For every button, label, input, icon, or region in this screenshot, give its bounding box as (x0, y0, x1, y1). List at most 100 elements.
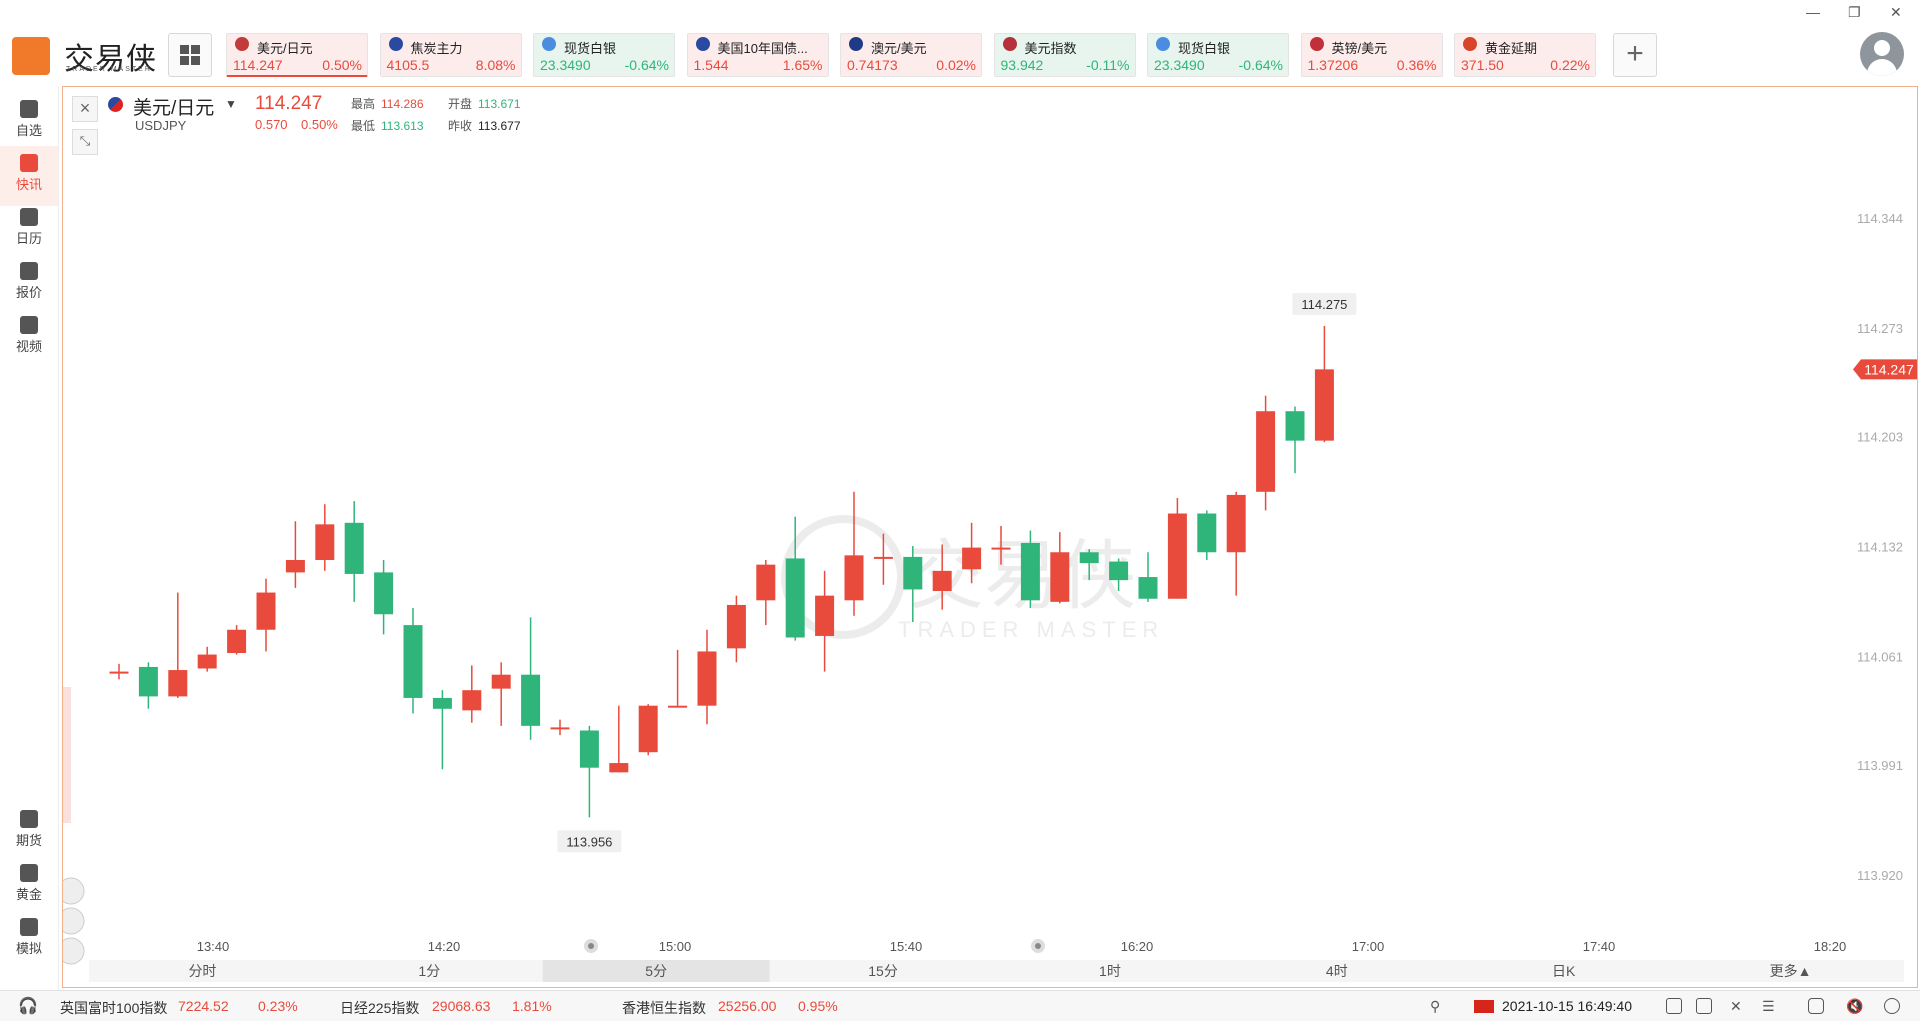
timeframe-4[interactable]: 1时 (1099, 963, 1121, 979)
quote-tab-pct: 0.36% (1396, 57, 1437, 73)
chart-layout-icon[interactable] (1666, 998, 1682, 1014)
index-ftse-pct: 0.23% (258, 998, 298, 1014)
news-icon (20, 154, 38, 172)
candle-body (227, 629, 247, 653)
x-tick-label: 17:40 (1583, 939, 1616, 954)
sidebar-item-simulate[interactable]: 模拟 (0, 910, 58, 970)
timeframe-1[interactable]: 1分 (418, 963, 440, 979)
sidebar-item-news[interactable]: 快讯 (0, 146, 58, 206)
sidebar-item-label: 视频 (15, 339, 42, 354)
index-hsi-name[interactable]: 香港恒生指数 (622, 1000, 706, 1016)
simulate-icon (20, 918, 38, 936)
candle-body (256, 592, 276, 630)
candle-body (1226, 494, 1246, 553)
tools-icon[interactable]: ✕ (1730, 998, 1742, 1014)
quote-tab[interactable]: 美元指数 93.942 -0.11% (993, 33, 1136, 77)
max-price-label: 114.275 (1301, 297, 1347, 312)
quote-tab-price: 114.247 (233, 57, 283, 73)
market-icon (1002, 37, 1017, 51)
headset-icon[interactable]: 🎧 (18, 998, 38, 1015)
candle-body (1109, 561, 1129, 581)
sidebar-item-video[interactable]: 视频 (0, 308, 58, 368)
y-tick-label: 113.991 (1857, 758, 1903, 773)
symbol-change-pct: 0.50% (301, 117, 338, 132)
x-tick-label: 15:40 (890, 939, 923, 954)
collapse-icon[interactable]: ⤡ (72, 129, 98, 155)
candle-body (726, 604, 746, 649)
sidebar-item-futures[interactable]: 期货 (0, 802, 58, 862)
candle-body (109, 671, 129, 674)
candle-body (815, 595, 835, 636)
network-icon[interactable]: ⚲ (1430, 998, 1441, 1014)
index-ftse-name[interactable]: 英国富时100指数 (60, 1000, 168, 1016)
window-icon[interactable] (1696, 998, 1712, 1014)
quote-tab-name: 现货白银 (1178, 41, 1231, 56)
quote-tab[interactable]: 黄金延期 371.50 0.22% (1454, 33, 1596, 77)
index-nikkei-pct: 1.81% (512, 998, 552, 1014)
timeframe-0[interactable]: 分时 (188, 963, 216, 979)
quote-tab-pct: 0.02% (936, 57, 976, 73)
settings-icon[interactable] (1884, 998, 1900, 1014)
add-tab-button[interactable]: + (1613, 33, 1657, 77)
sidebar-item-label: 期货 (15, 833, 42, 848)
candle-body (844, 555, 864, 601)
candle-body (1138, 577, 1158, 599)
timeframe-7[interactable]: 更多▲ (1770, 963, 1812, 979)
quote-tab-name: 黄金延期 (1485, 41, 1538, 56)
candle-body (197, 654, 217, 669)
x-tick-label: 13:40 (197, 939, 230, 954)
candle-body (1285, 411, 1305, 441)
draw-pen-icon[interactable] (63, 907, 85, 935)
user-avatar[interactable] (1860, 32, 1904, 76)
quote-tab[interactable]: 现货白银 23.3490 -0.64% (1147, 33, 1289, 77)
quote-tab-pct: -0.11% (1086, 57, 1130, 73)
sidebar-item-label: 自选 (15, 123, 42, 138)
timeframe-3[interactable]: 15分 (868, 963, 898, 979)
timeframe-5[interactable]: 4时 (1326, 963, 1348, 979)
sidebar-item-quotes[interactable]: 报价 (0, 254, 58, 314)
market-icon (1156, 37, 1170, 51)
candle-body (1020, 542, 1040, 601)
quote-tab[interactable]: 现货白银 23.3490 -0.64% (533, 33, 675, 77)
quote-tab-pct: -0.64% (624, 57, 669, 73)
menu-icon[interactable]: ☰ (1762, 998, 1775, 1014)
current-price-tag: 114.247 (1864, 361, 1914, 377)
indicator-icon[interactable] (63, 937, 85, 965)
quote-tab-price: 1.544 (693, 57, 729, 73)
close-chart-icon[interactable]: × (72, 96, 98, 122)
calendar-icon (20, 208, 38, 226)
quote-tab[interactable]: 美元/日元 114.247 0.50% (226, 33, 368, 77)
mute-icon[interactable]: 🔇 (1846, 998, 1864, 1014)
watermark-logo-icon (781, 515, 905, 639)
market-icon (849, 37, 863, 51)
quote-tab[interactable]: 澳元/美元 0.74173 0.02% (840, 33, 982, 77)
restore-icon[interactable]: ❐ (1848, 4, 1861, 20)
sidebar-item-gold[interactable]: 黄金 (0, 856, 58, 916)
candle-body (1197, 513, 1217, 553)
close-window-icon[interactable]: ✕ (1890, 4, 1902, 20)
x-tick-label: 15:00 (659, 939, 692, 954)
quote-tab[interactable]: 焦炭主力 4105.5 8.08% (379, 33, 522, 77)
timeframe-2[interactable]: 5分 (645, 963, 667, 979)
candle-body (903, 556, 923, 590)
candle-type-icon[interactable] (63, 877, 85, 905)
candle-body (873, 556, 893, 559)
sidebar-item-calendar[interactable]: 日历 (0, 200, 58, 260)
market-icon (1463, 37, 1477, 51)
symbol-dropdown-icon[interactable]: ▼ (225, 97, 237, 111)
quote-tab[interactable]: 英镑/美元 1.37206 0.36% (1300, 33, 1443, 77)
timeframe-6[interactable]: 日K (1552, 963, 1576, 979)
quote-tab-pct: 1.65% (782, 57, 823, 73)
symbol-name[interactable]: 美元/日元 (133, 98, 215, 119)
quote-tab-name: 现货白银 (564, 41, 617, 56)
quote-tab-name: 焦炭主力 (410, 41, 463, 56)
sidebar-item-watchlist[interactable]: 自选 (0, 92, 58, 152)
camera-icon[interactable] (1808, 998, 1824, 1014)
grid-menu-button[interactable] (168, 33, 212, 77)
minimize-icon[interactable]: — (1806, 4, 1820, 20)
candle-body (138, 666, 158, 697)
quote-tab[interactable]: 美国10年国债... 1.544 1.65% (686, 33, 829, 77)
index-nikkei-name[interactable]: 日经225指数 (340, 1000, 420, 1016)
candle-body (932, 570, 952, 591)
